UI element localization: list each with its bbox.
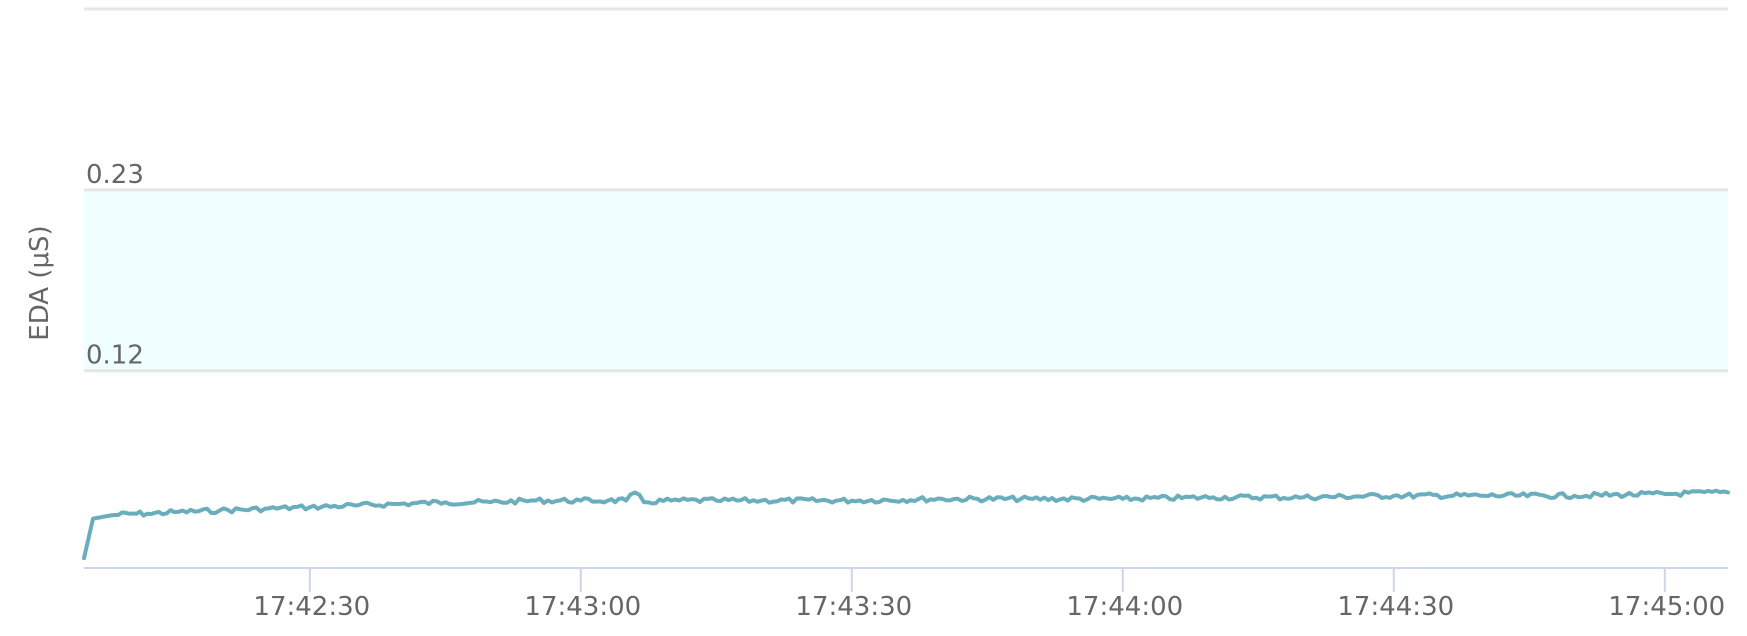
x-tick-label: 17:44:00 — [1066, 592, 1183, 622]
grid-layer — [84, 7, 1728, 373]
x-tick-label: 17:44:30 — [1337, 592, 1454, 622]
y-tick-label: 0.23 — [86, 160, 144, 190]
normal-range-band — [84, 189, 1728, 371]
eda-series-line — [82, 488, 1730, 561]
x-tick-label: 17:45:00 — [1608, 592, 1725, 622]
x-axis — [84, 567, 1728, 592]
x-tick-label: 17:43:00 — [524, 592, 641, 622]
y-axis-label: EDA (μS) — [25, 225, 55, 340]
label-layer: 0.12 0.23 17:42:30 17:43:00 17:43:30 17:44:00… — [86, 160, 1725, 622]
series-layer — [82, 488, 1730, 561]
y-tick-label: 0.12 — [86, 341, 144, 371]
x-tick-label: 17:42:30 — [253, 592, 370, 622]
x-tick-label: 17:43:30 — [795, 592, 912, 622]
plot-band-layer — [84, 189, 1728, 371]
